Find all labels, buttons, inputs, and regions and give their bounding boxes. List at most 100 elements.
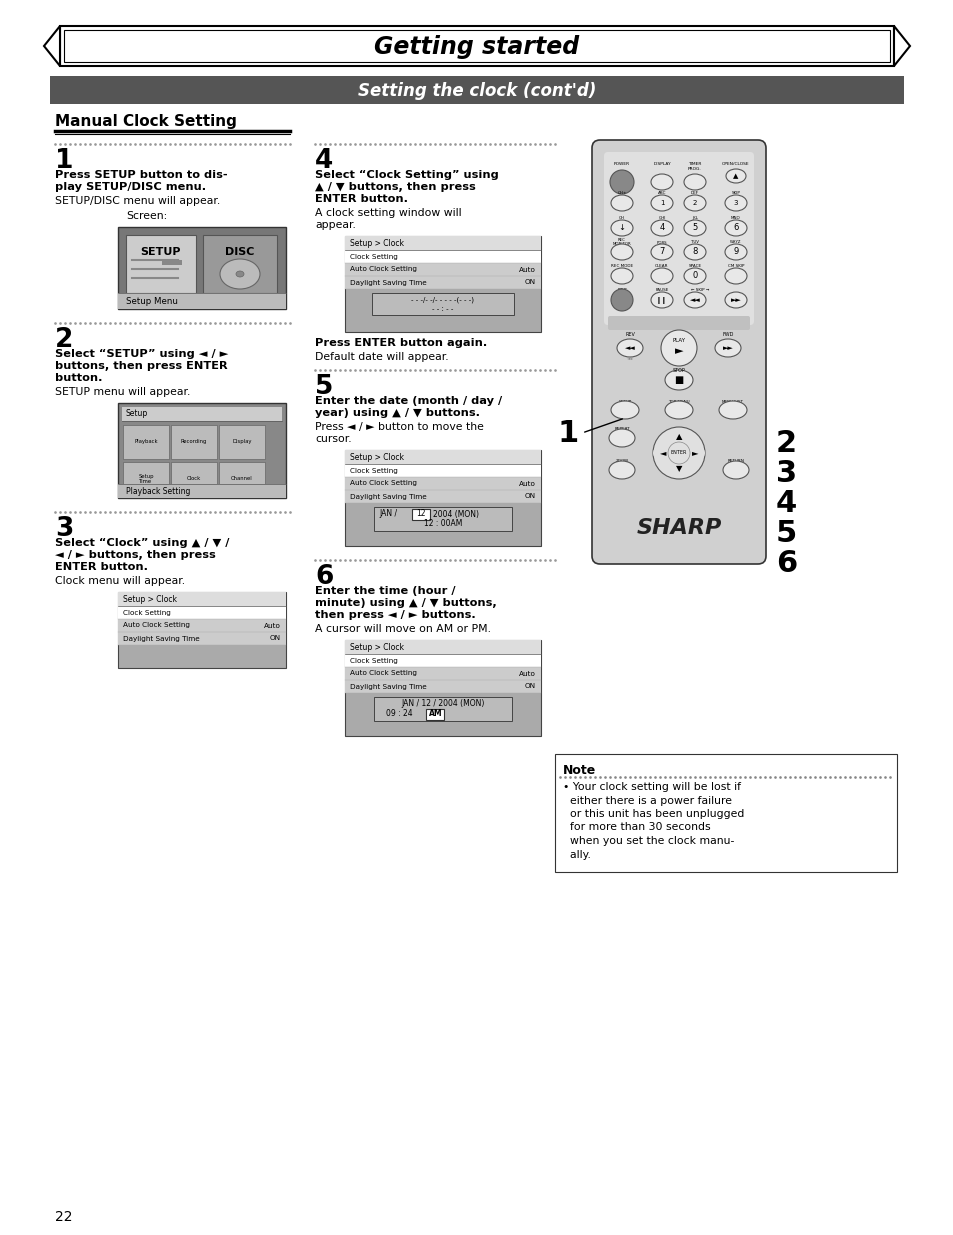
Text: ENTER button.: ENTER button. [55,562,148,572]
Text: Recording: Recording [181,440,207,445]
Text: ◄◄: ◄◄ [689,296,700,303]
Circle shape [660,330,697,366]
Bar [555,755,896,872]
Text: Auto Clock Setting: Auto Clock Setting [123,622,190,629]
Ellipse shape [610,220,633,236]
Text: Getting started: Getting started [374,35,579,59]
Bar [162,261,182,266]
Ellipse shape [617,338,642,357]
Text: or this unit has been unplugged: or this unit has been unplugged [562,809,743,819]
Text: ◄ / ► buttons, then press: ◄ / ► buttons, then press [55,550,215,559]
Text: CM SKIP: CM SKIP [727,264,743,268]
Ellipse shape [664,370,692,390]
Ellipse shape [683,291,705,308]
Text: CLEAR: CLEAR [655,264,668,268]
Text: then press ◄ / ► buttons.: then press ◄ / ► buttons. [314,610,476,620]
Circle shape [609,170,634,194]
Bar [374,697,511,721]
Ellipse shape [683,174,705,190]
Text: appear.: appear. [314,220,355,230]
Bar [203,235,276,293]
Text: 1: 1 [55,148,73,174]
Text: PQRS: PQRS [656,240,666,245]
Text: 5: 5 [314,374,333,400]
Text: Screen:: Screen: [126,211,167,221]
Text: 9: 9 [733,247,738,257]
Text: Auto: Auto [518,671,536,677]
Text: Clock Setting: Clock Setting [350,657,397,663]
Text: STOP: STOP [672,368,684,373]
Text: Enter the time (hour /: Enter the time (hour / [314,585,455,597]
Polygon shape [44,26,60,65]
Text: Setup > Clock: Setup > Clock [350,238,403,247]
Ellipse shape [683,220,705,236]
Bar [118,592,286,668]
Circle shape [652,427,704,479]
Bar [345,640,540,655]
Text: AM: AM [428,709,442,719]
Bar [118,227,286,309]
Text: Clock Setting: Clock Setting [350,253,397,259]
Text: Select “Clock Setting” using: Select “Clock Setting” using [314,170,498,180]
Text: - - -/- -/- - - - -(- - -): - - -/- -/- - - - -(- - -) [411,296,474,304]
Text: for more than 30 seconds: for more than 30 seconds [562,823,710,832]
Text: TIMER
PROG.: TIMER PROG. [687,162,701,170]
Text: SETUP: SETUP [141,247,181,257]
Ellipse shape [608,429,635,447]
Text: ◄: ◄ [659,448,665,457]
Text: Press ◄ / ► button to move the: Press ◄ / ► button to move the [314,422,483,432]
Text: 7: 7 [659,247,664,257]
Text: SHARP: SHARP [636,517,720,538]
Bar [219,462,265,496]
Text: year) using ▲ / ▼ buttons.: year) using ▲ / ▼ buttons. [314,408,479,417]
Text: Daylight Saving Time: Daylight Saving Time [350,494,426,499]
Text: Auto Clock Setting: Auto Clock Setting [350,671,416,677]
Ellipse shape [610,401,639,419]
Ellipse shape [683,195,705,211]
Text: Clock menu will appear.: Clock menu will appear. [55,576,185,585]
Ellipse shape [724,195,746,211]
Text: Auto Clock Setting: Auto Clock Setting [350,267,416,273]
Circle shape [610,289,633,311]
Text: 5: 5 [692,224,697,232]
Ellipse shape [683,268,705,284]
Text: ◄◄: ◄◄ [626,356,633,359]
Text: - - : - -: - - : - - [432,306,454,312]
Bar [118,484,286,498]
Text: JAN /: JAN / [379,510,397,519]
Bar [60,26,893,65]
Text: MENU/LIST: MENU/LIST [721,400,743,404]
Text: ↓: ↓ [618,224,625,232]
Text: ON: ON [524,279,536,285]
Text: Setup Menu: Setup Menu [126,296,177,305]
Text: ▼: ▼ [675,464,681,473]
Ellipse shape [235,270,244,277]
Bar [345,640,540,736]
Ellipse shape [650,268,672,284]
Text: • Your clock setting will be lost if: • Your clock setting will be lost if [562,782,740,792]
Text: JKL: JKL [691,216,698,220]
Ellipse shape [724,245,746,261]
Text: ← SKIP →: ← SKIP → [690,288,708,291]
Ellipse shape [724,291,746,308]
Text: ►►: ►► [721,345,733,351]
Text: ▲: ▲ [733,173,738,179]
Text: 5: 5 [775,519,797,547]
Bar [372,293,513,315]
Ellipse shape [722,461,748,479]
Text: Auto: Auto [518,480,536,487]
Bar [345,450,540,546]
Text: 2: 2 [55,327,73,353]
Text: 22: 22 [55,1210,72,1224]
Bar [118,606,286,619]
Text: 12: 12 [416,510,426,519]
Text: buttons, then press ENTER: buttons, then press ENTER [55,361,228,370]
Bar [345,667,540,680]
Text: Setup > Clock: Setup > Clock [350,642,403,652]
Text: SPACE: SPACE [688,264,700,268]
Ellipse shape [714,338,740,357]
Text: Select “Clock” using ▲ / ▼ /: Select “Clock” using ▲ / ▼ / [55,538,229,548]
Bar [426,709,444,720]
Ellipse shape [650,195,672,211]
Text: OPEN/CLOSE: OPEN/CLOSE [721,162,749,165]
